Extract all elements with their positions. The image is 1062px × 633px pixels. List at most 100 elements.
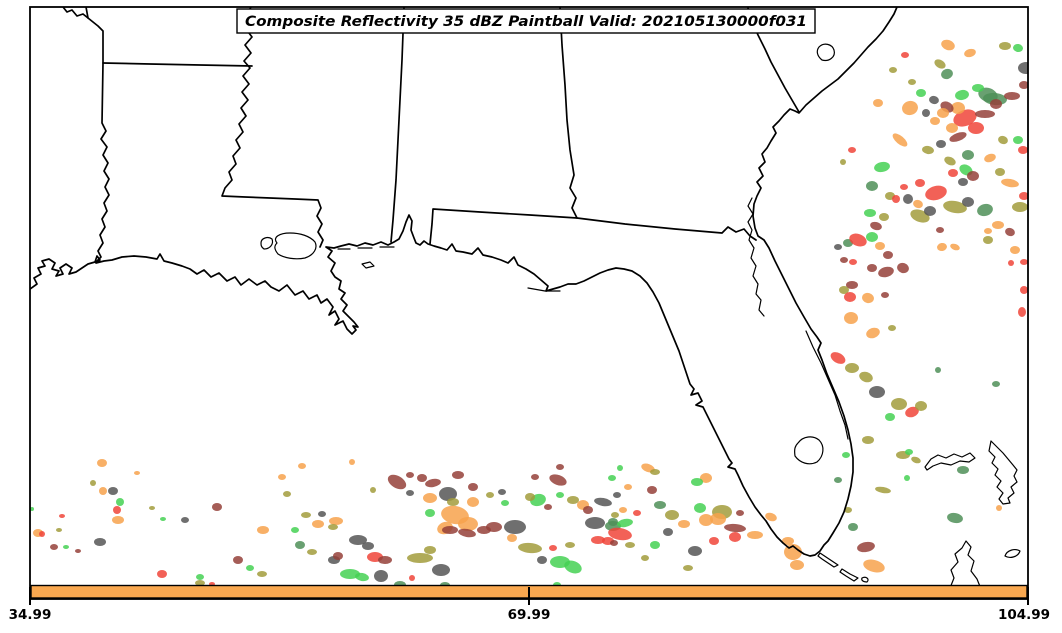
paintball-blob-red bbox=[1018, 307, 1026, 317]
paintball-blob-olive bbox=[908, 79, 916, 85]
paintball-blob-gray bbox=[349, 535, 367, 545]
island-abaco bbox=[988, 440, 1018, 505]
paintball-blob-olive bbox=[447, 498, 459, 506]
paintball-blob-olive bbox=[565, 542, 575, 548]
paintball-blob-red bbox=[948, 169, 958, 177]
paintball-blob-gray bbox=[688, 546, 702, 556]
paintball-blob-olive bbox=[56, 528, 62, 532]
paintball-blob-orange bbox=[950, 243, 960, 251]
paintball-blob-olive bbox=[922, 145, 934, 155]
paintball-blob-olive bbox=[407, 553, 433, 563]
paintball-blob-red bbox=[608, 527, 632, 541]
paintball-blob-maroon bbox=[990, 99, 1002, 109]
paintball-blob-gray bbox=[663, 528, 673, 536]
state-border-texas bbox=[62, 7, 110, 263]
paintball-blob-olive bbox=[149, 506, 155, 510]
paintball-blob-green bbox=[694, 503, 706, 513]
paintball-blob-orange bbox=[937, 108, 949, 118]
title-box: Composite Reflectivity 35 dBZ Paintball … bbox=[236, 8, 816, 34]
paintball-blob-olive bbox=[934, 59, 946, 69]
paintball-blob-maroon bbox=[425, 478, 441, 488]
paintball-blob-orange bbox=[298, 463, 306, 469]
paintball-blob-green bbox=[1013, 136, 1023, 144]
paintball-blob-green bbox=[916, 89, 926, 97]
paintball-blob-olive bbox=[665, 510, 679, 520]
paintball-blob-green bbox=[972, 84, 984, 92]
title-box-rect bbox=[236, 8, 816, 34]
paintball-blob-seagreen bbox=[941, 68, 953, 80]
paintball-blob-olive bbox=[1012, 202, 1028, 212]
paintball-blob-orange bbox=[765, 512, 777, 522]
paintball-blob-gray bbox=[432, 564, 450, 576]
paintball-blob-seagreen bbox=[977, 203, 993, 217]
paintball-blob-red bbox=[849, 259, 857, 265]
paintball-blob-maroon bbox=[736, 510, 744, 516]
paintball-blob-orange bbox=[278, 474, 286, 480]
paintball-blob-orange bbox=[97, 459, 107, 467]
paintball-blob-orange bbox=[984, 228, 992, 234]
paintball-blob-maroon bbox=[867, 264, 877, 272]
paintball-blob-red bbox=[729, 532, 741, 542]
paintball-blob-maroon bbox=[75, 549, 81, 553]
paintball-blob-olive bbox=[943, 200, 967, 214]
paintball-blob-seagreen bbox=[935, 367, 941, 373]
paintball-blob-maroon bbox=[1004, 92, 1020, 100]
paintball-blob-orange bbox=[946, 123, 958, 133]
paintball-blob-orange bbox=[624, 484, 632, 490]
lake-okeechobee bbox=[794, 436, 824, 465]
paintball-blob-olive bbox=[915, 401, 927, 411]
paintball-blob-gray bbox=[374, 570, 388, 582]
paintball-blob-red bbox=[1018, 146, 1028, 154]
paintball-blob-gray bbox=[613, 492, 621, 498]
paintball-blob-orange bbox=[782, 537, 794, 545]
paintball-blob-olive bbox=[518, 542, 542, 554]
paintball-blob-maroon bbox=[233, 556, 243, 564]
paintball-blob-maroon bbox=[458, 528, 476, 538]
paintball-blob-green bbox=[501, 500, 509, 506]
paintball-blob-red bbox=[844, 292, 856, 302]
paintball-blob-red bbox=[900, 184, 908, 190]
paintball-blob-maroon bbox=[406, 472, 414, 478]
state-border-corner-stub bbox=[85, 7, 89, 19]
paintball-blob-maroon bbox=[1019, 81, 1028, 89]
paintball-blob-green bbox=[246, 565, 254, 571]
paintball-blob-orange bbox=[863, 559, 885, 573]
paintball-blob-maroon bbox=[486, 522, 502, 532]
paintball-blob-orange bbox=[134, 471, 140, 475]
paintball-blob-olive bbox=[859, 371, 873, 383]
paintball-blob-maroon bbox=[387, 474, 407, 490]
paintball-blob-orange bbox=[99, 487, 107, 495]
island-cay bbox=[1004, 549, 1021, 558]
lake-marion bbox=[816, 43, 835, 62]
paintball-blob-green bbox=[842, 452, 850, 458]
state-border-alabama-georgia bbox=[559, 7, 578, 219]
st-johns-river bbox=[747, 197, 765, 317]
paintball-blob-red bbox=[892, 195, 900, 203]
paintball-blob-maroon bbox=[50, 544, 58, 550]
paintball-blob-red bbox=[157, 570, 167, 578]
paintball-blob-orange bbox=[710, 513, 726, 525]
map-title: Composite Reflectivity 35 dBZ Paintball … bbox=[245, 13, 807, 30]
paintball-blob-red bbox=[1019, 192, 1028, 200]
paintball-blob-maroon bbox=[549, 474, 567, 486]
paintball-blob-gray bbox=[108, 487, 118, 495]
paintball-blob-maroon bbox=[1005, 227, 1015, 237]
paintball-blob-green bbox=[617, 518, 633, 528]
paintball-blob-olive bbox=[525, 493, 535, 501]
paintball-blob-orange bbox=[423, 493, 437, 503]
paintball-blob-green bbox=[650, 541, 660, 549]
paintball-blob-orange bbox=[984, 153, 996, 163]
paintball-blob-orange bbox=[913, 199, 923, 209]
paintball-blob-gray bbox=[924, 206, 936, 216]
paintball-blob-red bbox=[549, 545, 557, 551]
paintball-blob-orange bbox=[866, 327, 880, 339]
paintball-blob-green bbox=[608, 475, 616, 481]
paintball-blob-green bbox=[564, 560, 582, 574]
paintball-blob-red bbox=[901, 52, 909, 58]
paintball-blob-maroon bbox=[442, 526, 458, 534]
paintball-blob-orange bbox=[329, 517, 343, 525]
paintball-blob-orange bbox=[951, 102, 965, 114]
paintball-blob-gray bbox=[958, 178, 968, 186]
paintball-blob-green bbox=[866, 232, 878, 242]
